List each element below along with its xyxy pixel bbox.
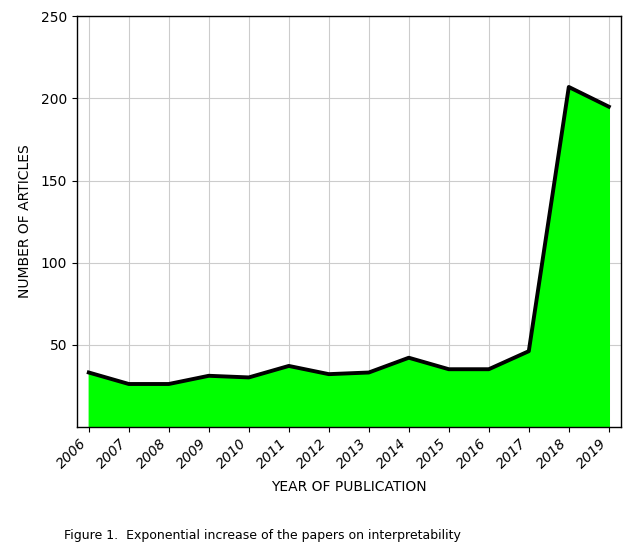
X-axis label: YEAR OF PUBLICATION: YEAR OF PUBLICATION	[271, 480, 427, 494]
Y-axis label: NUMBER OF ARTICLES: NUMBER OF ARTICLES	[19, 144, 33, 299]
Text: Figure 1.  Exponential increase of the papers on interpretability: Figure 1. Exponential increase of the pa…	[64, 528, 461, 542]
